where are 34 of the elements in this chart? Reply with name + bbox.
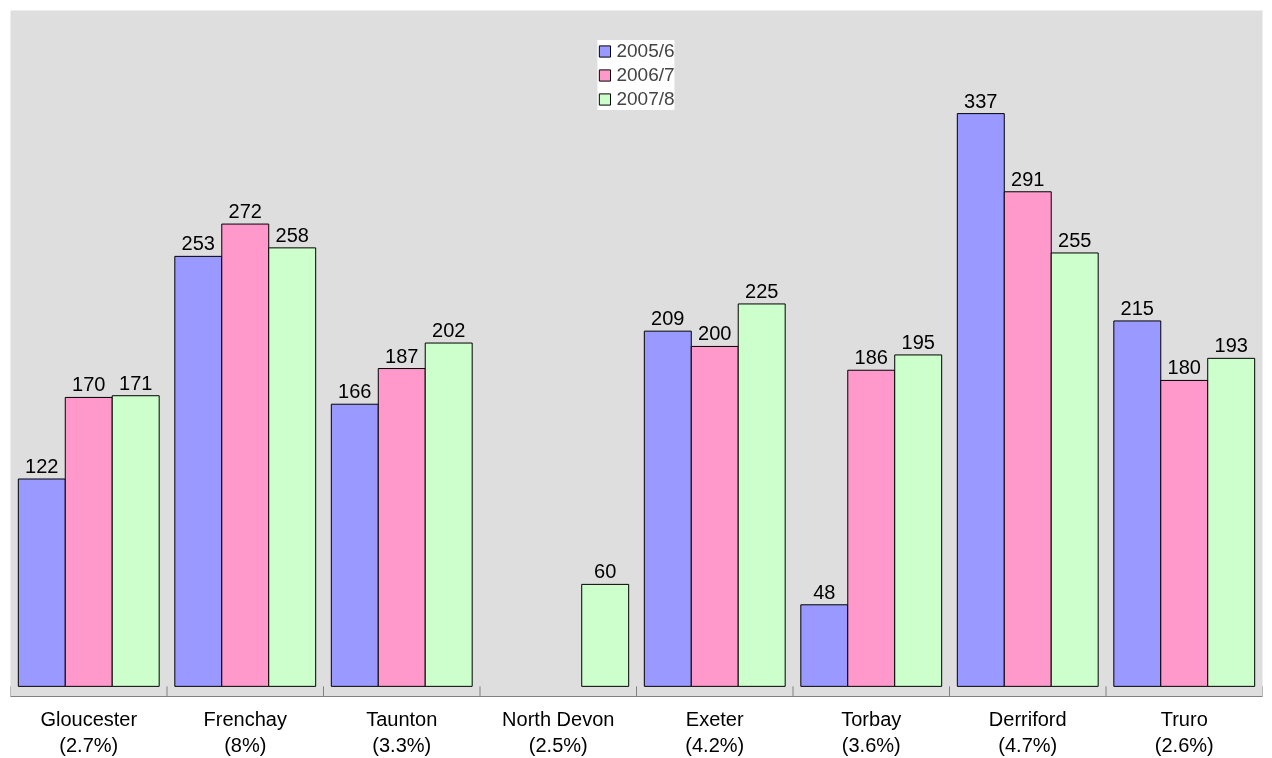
data-label: 255 — [1058, 228, 1092, 251]
bar — [581, 583, 630, 687]
x-tick-label: Truro (2.6%) — [1154, 707, 1214, 756]
data-label: 187 — [385, 344, 419, 367]
data-label: 170 — [72, 373, 106, 396]
data-label: 215 — [1120, 296, 1154, 319]
data-label: 195 — [901, 330, 935, 353]
data-label: 171 — [119, 371, 153, 394]
x-tick-label: Torbay (3.6%) — [841, 707, 902, 756]
x-tick-label: Frenchay (8%) — [203, 707, 287, 756]
legend-label: 2005/6 — [616, 40, 675, 62]
data-label: 48 — [813, 580, 836, 603]
data-label: 122 — [25, 455, 59, 478]
data-label: 272 — [228, 200, 262, 223]
x-tick-label: North Devon (2.5%) — [502, 707, 615, 756]
data-label: 337 — [964, 89, 998, 112]
data-label: 180 — [1167, 356, 1201, 379]
data-label: 258 — [275, 223, 309, 246]
data-label: 186 — [854, 346, 888, 369]
x-tick-label: Gloucester (2.7%) — [40, 707, 138, 756]
data-label: 60 — [594, 560, 617, 583]
data-label: 225 — [745, 279, 779, 302]
data-label: 200 — [698, 322, 732, 345]
data-label: 166 — [338, 380, 372, 403]
data-label: 202 — [432, 319, 466, 342]
x-tick-label: Exeter (4.2%) — [685, 707, 745, 756]
x-tick-label: Derriford (4.7%) — [988, 707, 1067, 756]
x-tick-label: Taunton (3.3%) — [366, 707, 438, 756]
data-label: 291 — [1011, 167, 1045, 190]
legend-label: 2007/8 — [616, 88, 675, 110]
data-label: 253 — [181, 232, 215, 255]
legend-label: 2006/7 — [616, 64, 675, 86]
data-label: 209 — [651, 307, 685, 330]
data-label: 193 — [1214, 334, 1248, 357]
